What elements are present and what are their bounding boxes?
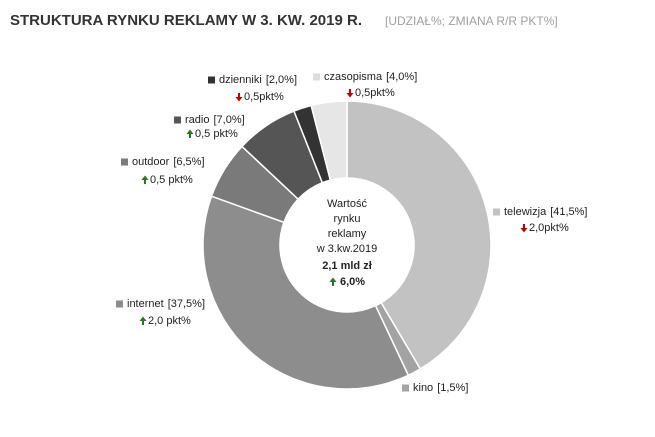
- category-label: telewizja: [504, 206, 547, 218]
- change-arrow: [329, 277, 337, 286]
- change-label: 0,5 pkt%: [150, 174, 193, 186]
- value-label: [37,5%]: [168, 298, 205, 310]
- category-label: radio: [185, 114, 209, 126]
- change-label: 2,0 pkt%: [148, 315, 191, 327]
- chart-title: STRUKTURA RYNKU REKLAMY W 3. KW. 2019 R.: [10, 12, 362, 29]
- value-label: [7,0%]: [213, 114, 244, 126]
- value-label: [1,5%]: [437, 382, 468, 394]
- legend-swatch: [121, 158, 128, 166]
- change-arrow: [520, 224, 528, 233]
- category-label: kino: [413, 382, 433, 394]
- legend-swatch: [313, 73, 320, 81]
- category-label: internet: [127, 298, 164, 310]
- total-change-label: 6,0%: [340, 276, 365, 288]
- center-text: rynku: [334, 213, 361, 225]
- change-arrow: [235, 93, 243, 102]
- legend-swatch: [402, 384, 409, 392]
- legend-swatch: [493, 208, 500, 216]
- change-label: 0,5pkt%: [355, 87, 395, 99]
- center-text: w 3.kw.2019: [316, 243, 378, 255]
- change-label: 2,0pkt%: [529, 222, 569, 234]
- center-text: Wartość: [327, 198, 367, 210]
- category-label: outdoor: [132, 156, 170, 168]
- category-label: dzienniki: [219, 74, 262, 86]
- change-arrow: [139, 316, 147, 325]
- donut-segment: [346, 100, 492, 370]
- chart-subtitle: [UDZIAŁ%; ZMIANA R/R PKT%]: [385, 14, 558, 28]
- center-text: reklamy: [328, 228, 367, 240]
- category-label: czasopisma: [324, 71, 383, 83]
- value-label: [2,0%]: [266, 74, 297, 86]
- legend-swatch: [174, 116, 181, 124]
- legend-swatch: [208, 76, 215, 84]
- change-label: 0,5 pkt%: [195, 128, 238, 140]
- donut-segment: [310, 100, 348, 182]
- legend-swatch: [116, 300, 123, 308]
- total-label: 2,1 mld zł: [322, 260, 372, 272]
- change-arrow: [141, 175, 149, 184]
- donut-segment: [202, 195, 410, 390]
- value-label: [6,5%]: [173, 156, 204, 168]
- change-label: 0,5pkt%: [244, 91, 284, 103]
- change-arrow: [346, 89, 354, 98]
- change-arrow: [186, 129, 194, 138]
- value-label: [4,0%]: [386, 71, 417, 83]
- value-label: [41,5%]: [550, 206, 587, 218]
